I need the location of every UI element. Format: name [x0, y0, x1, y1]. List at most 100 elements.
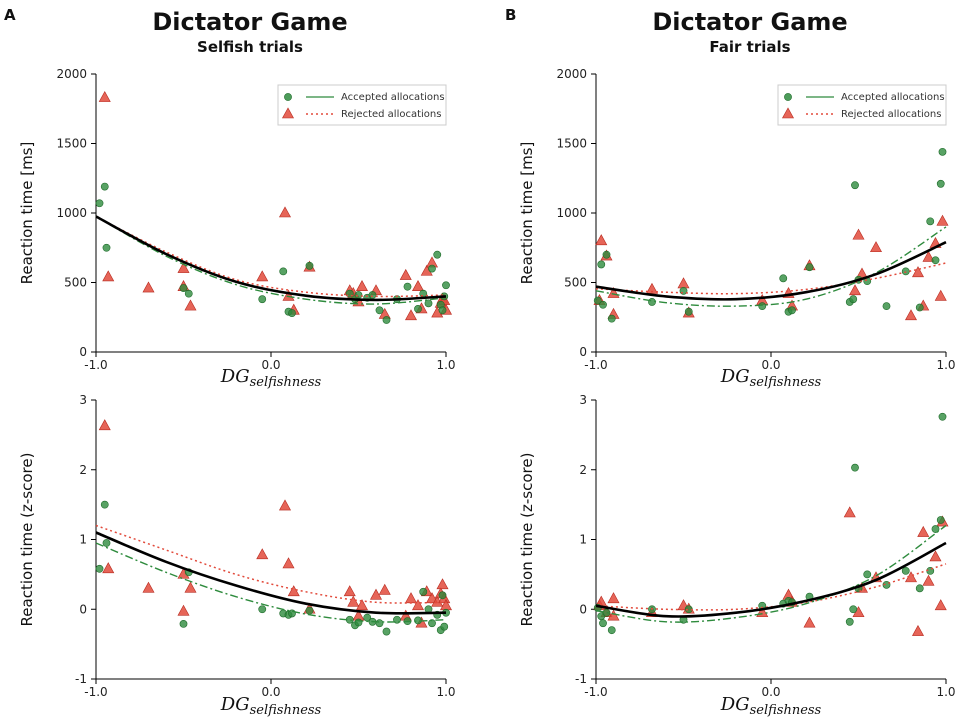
rejected-point: [411, 280, 425, 291]
y-tick-label: -1: [75, 672, 87, 686]
x-axis-label: DGselfishness: [720, 366, 822, 390]
rejected-point: [929, 550, 942, 562]
accepted-point: [354, 291, 363, 299]
accepted-point: [433, 250, 442, 259]
y-tick-label: 2000: [556, 67, 587, 81]
chart-panel-1: 0 500 1000 1500 2000 -1.0 0.0 1.0 Reaction time …: [518, 67, 956, 390]
accepted-point: [419, 587, 428, 596]
accepted-point: [602, 250, 611, 259]
rejected-point: [852, 228, 865, 240]
overall-fit-line: [595, 541, 947, 618]
accepted-point: [851, 181, 859, 190]
rejected-point: [98, 419, 111, 431]
rejected-point: [256, 548, 269, 560]
accepted-point: [375, 619, 384, 628]
accepted-point: [288, 309, 296, 317]
legend-accepted-marker: [284, 93, 292, 101]
x-tick-label: -1.0: [584, 358, 607, 372]
accepted-point: [938, 412, 947, 421]
rejected-point: [102, 562, 115, 574]
accepted-point: [442, 281, 450, 290]
accepted-point: [684, 307, 693, 316]
accepted-point: [593, 296, 602, 305]
accepted-point: [382, 627, 391, 636]
rejected-point: [282, 557, 295, 569]
legend-rejected-label: Rejected allocations: [841, 109, 941, 120]
rejected-fit-line: [95, 215, 447, 298]
y-tick-label: 1000: [556, 206, 587, 220]
accepted-point: [938, 147, 947, 156]
legend: Accepted allocations Rejected allocations: [777, 84, 947, 126]
accepted-point: [758, 302, 767, 311]
accepted-fit-line: [95, 542, 447, 623]
overall-fit-line: [95, 531, 447, 615]
y-tick-label: 1: [79, 533, 87, 547]
y-tick-label: 0: [579, 602, 587, 616]
legend-accepted-label: Accepted allocations: [841, 92, 945, 103]
x-axis-label: DGselfishness: [220, 694, 322, 717]
y-tick-label: 0: [79, 345, 87, 359]
rejected-point: [645, 282, 659, 294]
x-axis-label: DGselfishness: [220, 366, 322, 390]
rejected-point: [848, 284, 862, 296]
x-tick-label: 1.0: [436, 358, 455, 372]
x-tick-label: 0.0: [261, 685, 280, 699]
y-tick-label: 1: [579, 533, 587, 547]
rejected-point: [677, 277, 690, 289]
chart-title-b: Dictator Game: [652, 8, 847, 36]
rejected-point: [184, 299, 197, 311]
chart-title-a: Dictator Game: [152, 8, 347, 36]
accepted-fit-line: [595, 524, 947, 623]
chart-panel-0: 0 500 1000 1500 2000 -1.0 0.0 1.0 Reaction time …: [18, 67, 456, 390]
y-axis-label: Reaction time (z-score): [18, 453, 36, 627]
rejected-point: [355, 599, 369, 611]
accepted-point: [258, 605, 267, 614]
accepted-point: [305, 606, 314, 615]
overall-fit-line: [95, 215, 447, 302]
accepted-point: [375, 306, 384, 315]
accepted-point: [599, 300, 607, 309]
rejected-point: [399, 268, 412, 280]
accepted-point: [936, 179, 945, 188]
y-axis-label: Reaction time [ms]: [518, 142, 536, 285]
rejected-point: [869, 241, 883, 253]
rejected-point: [436, 578, 449, 590]
rejected-point: [142, 581, 155, 593]
y-tick-label: 500: [564, 276, 587, 290]
rejected-point: [355, 280, 369, 291]
rejected-point: [595, 234, 608, 246]
x-tick-label: 0.0: [761, 358, 780, 372]
y-axis-label: Reaction time [ms]: [18, 142, 36, 285]
x-tick-label: -1.0: [584, 685, 607, 699]
panel-label-b: B: [505, 6, 516, 24]
accepted-point: [926, 217, 935, 226]
y-tick-label: 2000: [56, 67, 87, 81]
accepted-point: [788, 306, 796, 315]
y-tick-label: 0: [579, 345, 587, 359]
y-tick-label: 2: [79, 463, 87, 477]
accepted-point: [102, 539, 111, 547]
accepted-fit-line: [595, 226, 947, 307]
y-tick-label: 3: [579, 393, 587, 407]
accepted-point: [428, 619, 436, 628]
accepted-point: [648, 298, 656, 306]
accepted-point: [849, 605, 858, 614]
accepted-point: [779, 274, 788, 283]
rejected-point: [256, 270, 269, 282]
panel-label-a: A: [4, 6, 16, 24]
accepted-point: [279, 267, 288, 276]
accepted-point: [602, 608, 611, 617]
chart-panel-2: -1 0 1 2 3 -1.0 0.0 1.0 Reaction time (z-score) D…: [18, 393, 456, 717]
x-tick-label: -1.0: [84, 685, 107, 699]
accepted-point: [915, 584, 924, 593]
accepted-point: [403, 282, 412, 291]
rejected-point: [177, 604, 190, 616]
rejected-point: [278, 206, 292, 218]
rejected-point: [287, 585, 300, 597]
accepted-point: [102, 243, 111, 252]
x-tick-label: 0.0: [761, 685, 780, 699]
rejected-point: [904, 309, 918, 321]
x-tick-label: 1.0: [436, 685, 455, 699]
